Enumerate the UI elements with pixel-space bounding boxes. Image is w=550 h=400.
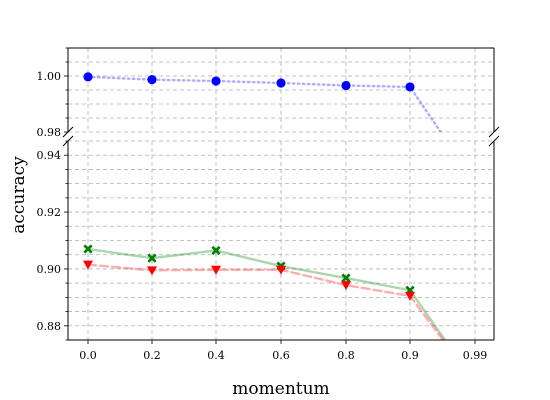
- y-tick-label: 0.98: [37, 126, 62, 139]
- data-point: [341, 80, 351, 91]
- y-tick-label: 0.88: [37, 320, 62, 333]
- series-line: [86, 75, 443, 132]
- axis-break-mark: [488, 126, 500, 138]
- x-tick-label: 0.4: [207, 349, 225, 362]
- data-point: [276, 265, 286, 275]
- axis-break-mark: [62, 126, 74, 138]
- data-series: [83, 72, 443, 132]
- axis-break-mark: [488, 135, 500, 147]
- data-point: [83, 244, 93, 254]
- data-point: [211, 245, 221, 256]
- y-tick-label: 1.00: [37, 70, 62, 83]
- grid: [68, 140, 494, 341]
- y-tick-label: 0.90: [37, 263, 62, 276]
- y-tick-label: 0.94: [37, 149, 62, 162]
- x-tick-label: 0.8: [337, 349, 355, 362]
- x-tick-label: 0.6: [272, 349, 290, 362]
- y-tick-label: 0.92: [37, 206, 62, 219]
- grid: [68, 47, 494, 133]
- data-series: [83, 260, 445, 340]
- data-point: [276, 78, 286, 88]
- data-point: [147, 253, 157, 263]
- axis-break-marks: [62, 126, 500, 147]
- data-point: [341, 281, 351, 291]
- data-point: [147, 75, 157, 85]
- data-point: [405, 82, 415, 92]
- axis-break-mark: [62, 135, 74, 147]
- lower-panel: 0.88 0.90 0.92 0.94 0.0 0.2 0.4 0.6 0.8 0.9 0.99: [37, 140, 495, 362]
- x-tick-label: 0.0: [79, 349, 97, 362]
- data-point: [405, 291, 415, 301]
- series-line: [86, 263, 445, 340]
- data-point: [147, 266, 157, 276]
- x-tick-label: 0.9: [401, 349, 419, 362]
- upper-panel: 0.98 1.00: [37, 47, 495, 139]
- x-tick-label: 0.2: [143, 349, 161, 362]
- data-point: [211, 265, 221, 275]
- data-point: [341, 273, 351, 283]
- x-axis-label: momentum: [232, 379, 329, 399]
- data-point: [83, 72, 93, 82]
- data-point: [211, 76, 221, 86]
- y-axis-label: accuracy: [9, 156, 29, 234]
- x-tick-label: 0.99: [463, 349, 488, 362]
- data-point: [83, 260, 93, 270]
